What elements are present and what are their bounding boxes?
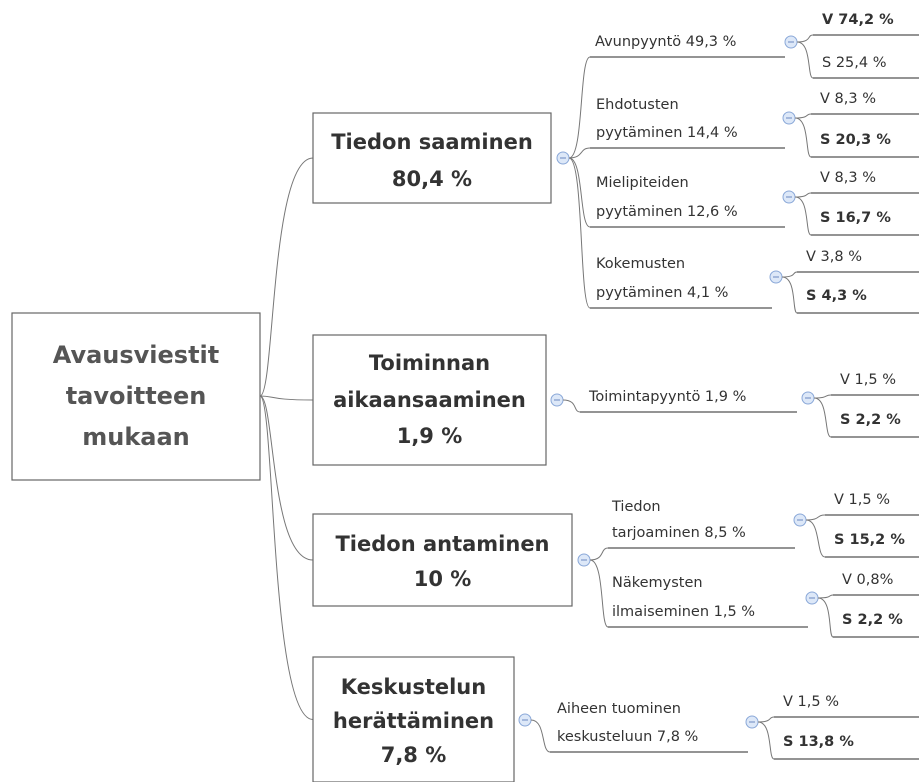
sub-label: pyytäminen 12,6 %: [596, 204, 738, 220]
connector: [794, 117, 812, 158]
leaf-label: V 1,5 %: [783, 694, 839, 710]
connector: [259, 157, 314, 397]
root-box: [11, 312, 261, 481]
sub-label: Toimintapyyntö 1,9 %: [588, 389, 746, 405]
leaf-label: V 8,3 %: [820, 170, 876, 186]
connector: [589, 547, 609, 561]
connector: [562, 399, 581, 413]
branch-label: Tiedon saaminen: [331, 130, 533, 154]
leaf-label: S 4,3 %: [806, 288, 867, 304]
sub-label: Ehdotusten: [596, 97, 679, 113]
leaf-label: V 3,8 %: [806, 249, 862, 265]
connector: [568, 56, 591, 159]
branch-box: [312, 334, 547, 466]
connector: [794, 192, 812, 198]
leaf-label: V 8,3 %: [820, 91, 876, 107]
branch-label: aikaansaaminen: [333, 388, 526, 412]
connector: [796, 34, 814, 43]
connector: [757, 721, 775, 760]
leaf-label: S 2,2 %: [842, 612, 903, 628]
leaf-label: S 16,7 %: [820, 210, 891, 226]
root-label: mukaan: [82, 423, 190, 451]
leaf-label: S 2,2 %: [840, 412, 901, 428]
branch-label: 7,8 %: [381, 743, 447, 767]
leaf-label: V 0,8%: [842, 572, 893, 588]
sub-label: Tiedon: [611, 499, 661, 515]
connector: [568, 147, 591, 159]
sub-label: Kokemusten: [596, 256, 685, 272]
sub-label: ilmaiseminen 1,5 %: [612, 604, 755, 620]
branch-label: Keskustelun: [341, 675, 486, 699]
sub-label: tarjoaminen 8,5 %: [612, 525, 746, 541]
connector: [796, 41, 814, 79]
connector: [589, 559, 609, 628]
sub-label: Mielipiteiden: [596, 175, 689, 191]
connector: [568, 157, 591, 309]
connector: [530, 719, 551, 753]
connector: [259, 395, 314, 561]
leaf-label: V 74,2 %: [822, 12, 894, 28]
root-label: tavoitteen: [66, 382, 207, 410]
branch-label: Toiminnan: [369, 351, 490, 375]
connector: [805, 519, 826, 558]
branch-label: 10 %: [414, 567, 472, 591]
connector: [794, 196, 812, 236]
leaf-label: V 1,5 %: [834, 492, 890, 508]
sub-label: keskusteluun 7,8 %: [557, 729, 698, 745]
leaf-label: S 15,2 %: [834, 532, 905, 548]
connector: [805, 514, 826, 521]
sub-label: pyytäminen 14,4 %: [596, 125, 738, 141]
sub-label: pyytäminen 4,1 %: [596, 285, 728, 301]
branch-label: 1,9 %: [397, 424, 463, 448]
connector: [813, 397, 832, 438]
connector: [757, 716, 775, 723]
branch-box: [312, 513, 573, 607]
connector: [817, 597, 834, 638]
leaf-label: S 25,4 %: [822, 55, 887, 71]
branch-box: [312, 656, 515, 782]
connector: [794, 113, 812, 119]
connector: [781, 271, 798, 278]
connector: [817, 594, 834, 599]
sub-label: Näkemysten: [612, 575, 703, 591]
sub-label: Aiheen tuominen: [557, 701, 681, 717]
branch-label: 80,4 %: [392, 167, 472, 191]
leaf-label: S 20,3 %: [820, 132, 891, 148]
branch-label: herättäminen: [333, 709, 494, 733]
branch-box: [312, 112, 552, 204]
branch-label: Tiedon antaminen: [335, 532, 549, 556]
sub-label: Avunpyyntö 49,3 %: [595, 34, 736, 50]
leaf-label: V 1,5 %: [840, 372, 896, 388]
root-label: Avausviestit: [53, 341, 220, 369]
connector: [259, 395, 314, 401]
connector: [259, 395, 314, 720]
leaf-label: S 13,8 %: [783, 734, 854, 750]
connector: [781, 276, 798, 314]
connector: [568, 157, 591, 228]
connector: [813, 394, 832, 399]
